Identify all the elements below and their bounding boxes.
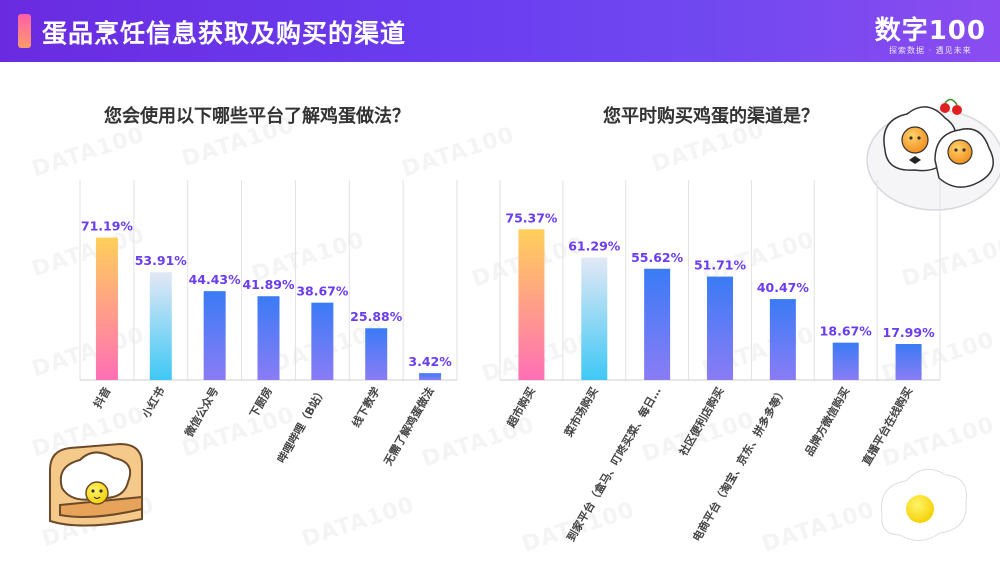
bar <box>707 276 733 380</box>
data-label: 75.37% <box>505 210 558 225</box>
category-label: 直播平台在线购买 <box>859 385 915 468</box>
category-label: 无需了解鸡蛋做法 <box>380 384 437 468</box>
category-label: 超市购买 <box>503 385 538 431</box>
data-label: 38.67% <box>296 284 349 299</box>
data-label: 51.71% <box>694 258 747 273</box>
data-label: 3.42% <box>408 354 452 369</box>
fried-egg-illustration <box>881 468 968 541</box>
category-label: 小红书 <box>138 385 167 421</box>
egg-toast-illustration <box>49 442 143 527</box>
bar <box>518 229 545 380</box>
bar <box>311 302 334 380</box>
category-label: 线下教学 <box>349 385 383 430</box>
category-label: 下厨房 <box>246 385 275 421</box>
category-label: 品牌方微信购买 <box>802 385 853 459</box>
data-label: 55.62% <box>631 250 684 265</box>
data-label: 17.99% <box>883 325 936 340</box>
header-accent <box>18 14 31 48</box>
data-label: 18.67% <box>820 324 873 339</box>
bar <box>644 268 671 380</box>
left-chart-title: 您会使用以下哪些平台了解鸡蛋做法？ <box>104 106 410 127</box>
right-chart-title: 您平时购买鸡蛋的渠道是？ <box>603 106 819 127</box>
bar <box>95 237 118 380</box>
bar <box>257 296 280 380</box>
data-label: 25.88% <box>350 309 403 324</box>
data-label: 53.91% <box>135 253 188 268</box>
data-label: 61.29% <box>568 238 621 253</box>
bar <box>419 373 442 380</box>
bar <box>365 328 388 380</box>
eggs-plate-illustration <box>866 98 1000 211</box>
brand-slogan: 探索数据 · 遇见未来 <box>889 46 972 55</box>
data-label: 41.89% <box>242 277 295 292</box>
chart-2: 75.37%超市购买61.29%菜市场购买55.62%到家平台（盒马、叮咚买菜、… <box>499 180 941 544</box>
page-title: 蛋品烹饪信息获取及购买的渠道 <box>42 19 407 48</box>
bar <box>895 344 922 380</box>
brand-logo: 数字100 探索数据 · 遇见未来 <box>875 10 986 56</box>
chart-1: 71.19% 抖音 53.91% 小红书 44.43% 微信公众号 41.89% 下厨房 38.… <box>79 180 458 469</box>
bar <box>769 299 796 380</box>
data-label: 71.19% <box>81 219 134 234</box>
bar <box>203 291 226 380</box>
category-label: 抖音 <box>90 385 113 411</box>
data-label: 44.43% <box>189 272 242 287</box>
brand-name: 数字100 <box>874 16 986 46</box>
data-label: 40.47% <box>757 280 810 295</box>
category-label: 社区便利店购买 <box>675 385 726 460</box>
header-bar: 蛋品烹饪信息获取及购买的渠道 数字100 探索数据 · 遇见未来 <box>0 0 1000 62</box>
bar <box>832 342 859 380</box>
bar <box>149 272 172 380</box>
bar <box>581 257 608 380</box>
category-label: 微信公众号 <box>181 385 221 440</box>
category-label: 菜市场购买 <box>561 385 601 440</box>
category-label: 哔哩哔哩（B站） <box>274 385 329 466</box>
